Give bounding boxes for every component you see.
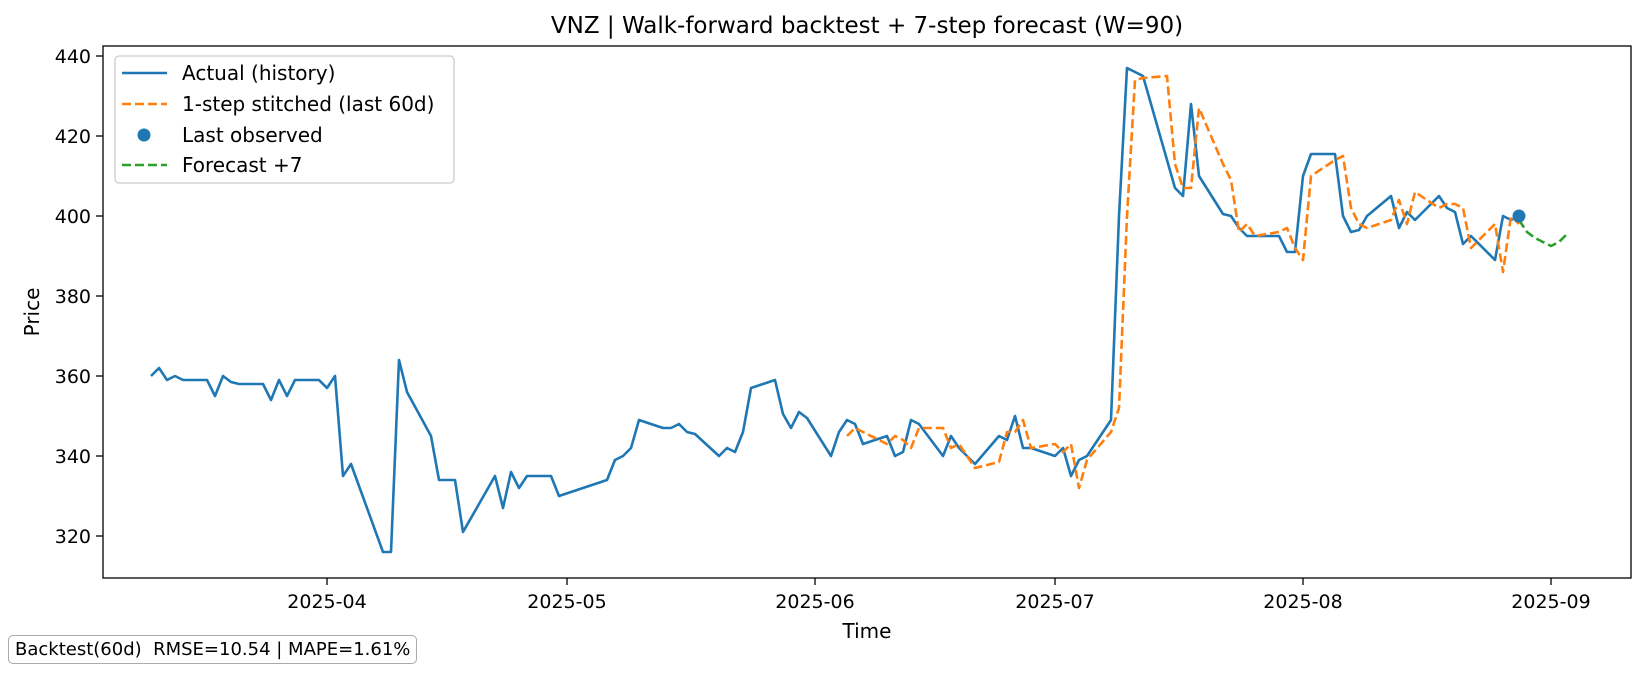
series-line-0 bbox=[150, 66, 1520, 554]
series-line-1 bbox=[846, 74, 1520, 490]
x-tick-label: 2025-04 bbox=[287, 591, 366, 613]
y-axis-title: Price bbox=[20, 288, 44, 337]
y-tick-label: 420 bbox=[55, 126, 91, 148]
metrics-footer: Backtest(60d) RMSE=10.54 | MAPE=1.61% bbox=[8, 635, 418, 664]
plot-frame bbox=[102, 45, 1632, 579]
legend-box bbox=[114, 55, 455, 184]
x-tick-label: 2025-08 bbox=[1263, 591, 1342, 613]
legend-label-forecast: Forecast +7 bbox=[182, 153, 302, 177]
y-tick-label: 320 bbox=[55, 526, 91, 548]
x-tick-label: 2025-06 bbox=[775, 591, 854, 613]
series-line-2 bbox=[1517, 219, 1568, 248]
legend-label-last-observed: Last observed bbox=[182, 123, 323, 147]
x-tick-label: 2025-07 bbox=[1015, 591, 1094, 613]
x-axis-title: Time bbox=[842, 619, 892, 643]
x-axis: 2025-04 2025-05 2025-06 2025-07 2025-08 2025-… bbox=[287, 578, 1591, 613]
legend-label-stitched: 1-step stitched (last 60d) bbox=[182, 92, 434, 116]
legend: Actual (history) 1-step stitched (last 6… bbox=[114, 55, 455, 184]
y-axis: 320 340 360 380 400 420 440 bbox=[55, 46, 103, 548]
y-tick-label: 340 bbox=[55, 446, 91, 468]
y-tick-label: 380 bbox=[55, 286, 91, 308]
y-tick-label: 440 bbox=[55, 46, 91, 68]
x-tick-label: 2025-09 bbox=[1511, 591, 1590, 613]
y-tick-label: 360 bbox=[55, 366, 91, 388]
chart-title: VNZ | Walk-forward backtest + 7-step for… bbox=[551, 13, 1183, 39]
y-tick-label: 400 bbox=[55, 206, 91, 228]
legend-label-actual: Actual (history) bbox=[182, 61, 335, 85]
last-observed-point bbox=[1512, 209, 1526, 223]
x-tick-label: 2025-05 bbox=[527, 591, 606, 613]
legend-swatch-last-observed bbox=[137, 128, 151, 142]
series-layer bbox=[150, 66, 1568, 554]
